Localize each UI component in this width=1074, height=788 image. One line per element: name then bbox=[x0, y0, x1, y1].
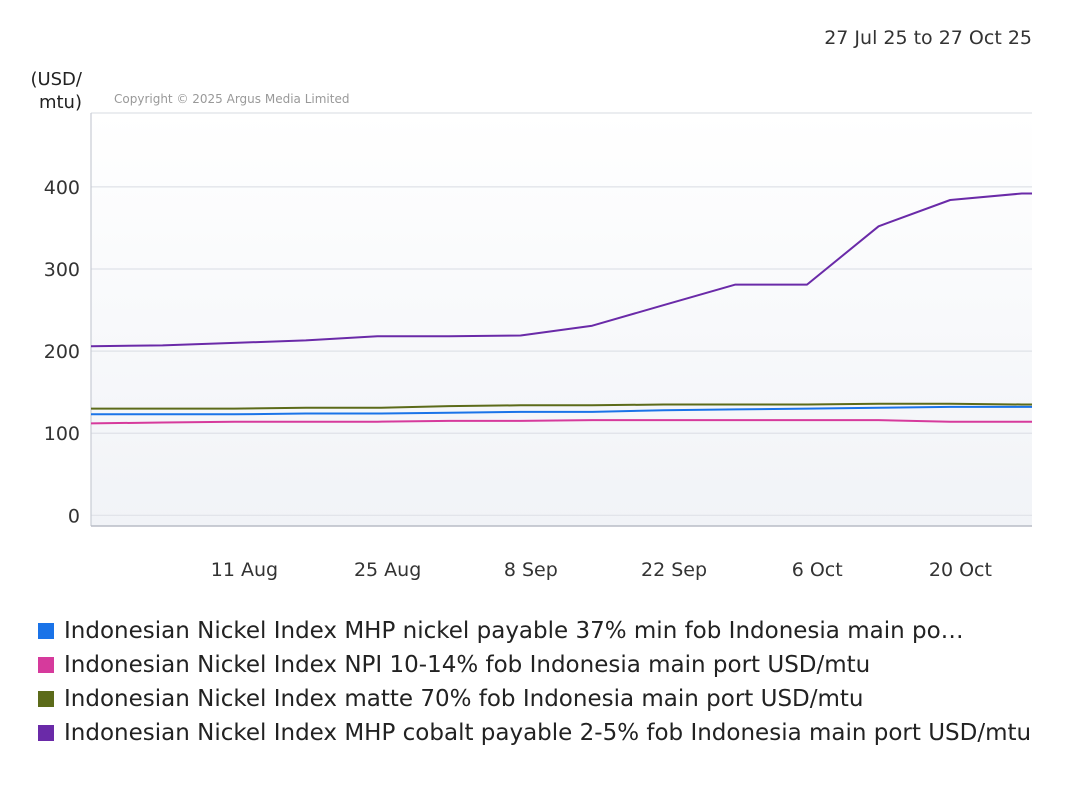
x-tick-label: 11 Aug bbox=[211, 559, 278, 581]
legend-swatch bbox=[38, 691, 54, 707]
series-line[interactable] bbox=[91, 405, 1032, 416]
x-tick-label: 8 Sep bbox=[504, 559, 558, 581]
series-line[interactable] bbox=[90, 192, 1032, 348]
y-tick-label: 400 bbox=[44, 177, 80, 199]
axes bbox=[90, 113, 1032, 527]
copyright-notice: Copyright © 2025 Argus Media Limited bbox=[114, 92, 350, 106]
y-axis-ticks: 0 100 200 300 400 bbox=[44, 177, 80, 527]
legend-swatch bbox=[38, 657, 54, 673]
x-tick-label: 22 Sep bbox=[641, 559, 707, 581]
legend-item[interactable]: Indonesian Nickel Index matte 70% fob In… bbox=[38, 682, 1074, 716]
legend-label: Indonesian Nickel Index MHP cobalt payab… bbox=[64, 720, 1032, 746]
legend-swatch bbox=[38, 623, 54, 639]
plot-area bbox=[91, 113, 1032, 526]
legend-item[interactable]: Indonesian Nickel Index NPI 10-14% fob I… bbox=[38, 648, 1074, 682]
y-tick-label: 200 bbox=[44, 341, 80, 363]
legend-item[interactable]: Indonesian Nickel Index MHP nickel payab… bbox=[38, 614, 1074, 648]
legend-label: Indonesian Nickel Index NPI 10-14% fob I… bbox=[64, 652, 871, 678]
date-range: 27 Jul 25 to 27 Oct 25 bbox=[824, 27, 1032, 49]
series-line[interactable] bbox=[90, 419, 1032, 425]
legend-label: Indonesian Nickel Index matte 70% fob In… bbox=[64, 686, 864, 712]
x-tick-label: 6 Oct bbox=[792, 559, 843, 581]
x-tick-label: 20 Oct bbox=[929, 559, 992, 581]
y-tick-label: 300 bbox=[44, 259, 80, 281]
x-tick-label: 25 Aug bbox=[354, 559, 421, 581]
chart: 0 100 200 300 400 11 Aug 25 Aug 8 Sep 22 Sep 6 O… bbox=[44, 112, 1032, 581]
series-lines bbox=[90, 192, 1032, 425]
series-line[interactable] bbox=[91, 402, 1032, 410]
grid bbox=[91, 112, 1032, 516]
y-axis-label: (USD/ mtu) bbox=[30, 69, 82, 113]
x-axis-ticks: 11 Aug 25 Aug 8 Sep 22 Sep 6 Oct 20 Oct bbox=[211, 559, 992, 581]
y-tick-label: 0 bbox=[68, 505, 80, 527]
y-tick-label: 100 bbox=[44, 423, 80, 445]
legend-item[interactable]: Indonesian Nickel Index MHP cobalt payab… bbox=[38, 716, 1074, 750]
legend-swatch bbox=[38, 725, 54, 741]
legend: Indonesian Nickel Index MHP nickel payab… bbox=[38, 614, 1074, 750]
legend-label: Indonesian Nickel Index MHP nickel payab… bbox=[64, 618, 964, 644]
